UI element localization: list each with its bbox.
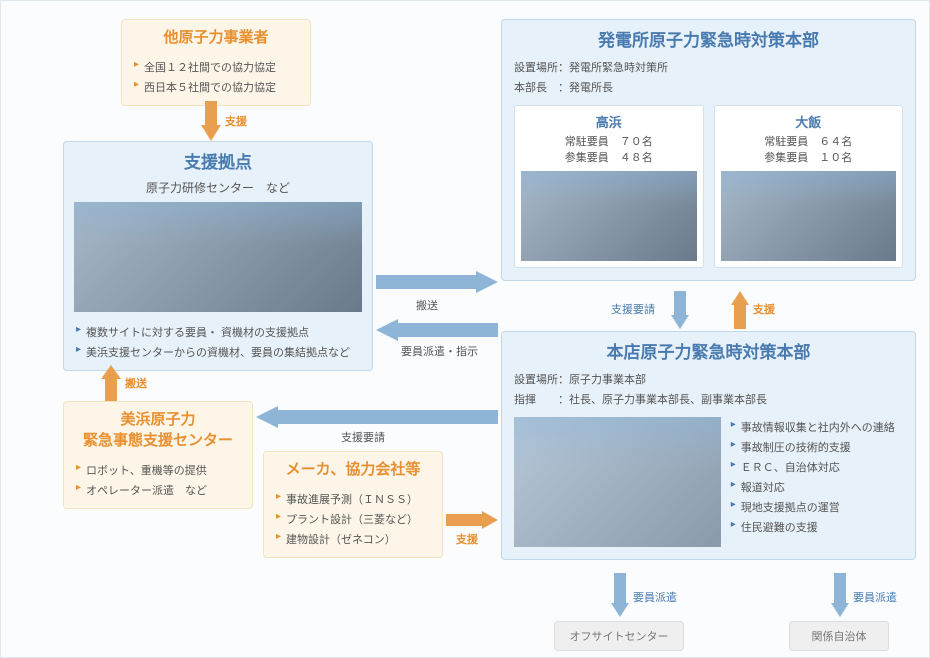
takahama-name: 高浜 (521, 112, 697, 131)
list-item: ＥＲＣ、自治体対応 (731, 457, 903, 477)
ohi-r2: 参集要員 １０名 (721, 149, 897, 165)
arrow-label-yosei2: 支援要請 (611, 301, 655, 317)
arrow-icon (446, 511, 498, 529)
arrow-label-haken1: 要員派遣 (633, 589, 677, 605)
other-operators-title: 他原子力事業者 (122, 20, 310, 53)
makers-list: 事故進展予測（ＩＮＳＳ） プラント設計（三菱など） 建物設計（ゼネコン） (264, 485, 442, 557)
arrow-label-shien: 支援 (225, 113, 247, 129)
other-operators-box: 他原子力事業者 全国１２社間での協力協定 西日本５社間での協力協定 (121, 19, 311, 106)
support-base-box: 支援拠点 原子力研修センター など 複数サイトに対する要員・ 資機材の支援拠点 … (63, 141, 373, 371)
arrow-label-hansou: 搬送 (125, 375, 147, 391)
arrow-label-shien2: 支援 (456, 531, 478, 547)
list-item: 事故制圧の技術的支援 (731, 437, 903, 457)
arrow-icon (671, 291, 689, 329)
mihama-title2: 緊急事態支援センター (64, 429, 252, 456)
support-base-list: 複数サイトに対する要員・ 資機材の支援拠点 美浜支援センターからの資機材、要員の… (64, 318, 372, 370)
list-item: 現地支援拠点の運営 (731, 497, 903, 517)
list-item: 西日本５社間での協力協定 (134, 77, 298, 97)
local-gov-box: 関係自治体 (789, 621, 889, 651)
support-base-title: 支援拠点 (64, 142, 372, 179)
arrow-label-hansou2: 搬送 (416, 297, 438, 313)
list-item: 建物設計（ゼネコン） (276, 529, 430, 549)
mihama-title1: 美浜原子力 (64, 402, 252, 429)
offsite-box: オフサイトセンター (554, 621, 684, 651)
main-hq-box: 本店原子力緊急時対策本部 設置場所：原子力事業本部 指揮 ：社長、原子力事業本部… (501, 331, 916, 560)
arrow-icon (731, 291, 749, 329)
takahama-image (521, 171, 697, 261)
arrow-label-haken-shiji: 要員派遣・指示 (401, 343, 478, 359)
main-hq-list: 事故情報収集と社内外への連絡 事故制圧の技術的支援 ＥＲＣ、自治体対応 報道対応… (731, 417, 903, 547)
plant-hq-loc: 設置場所：発電所緊急時対策所 (502, 57, 915, 77)
ohi-name: 大飯 (721, 112, 897, 131)
arrow-label-haken2: 要員派遣 (853, 589, 897, 605)
list-item: プラント設計（三菱など） (276, 509, 430, 529)
other-operators-list: 全国１２社間での協力協定 西日本５社間での協力協定 (122, 53, 310, 105)
arrow-icon (101, 365, 121, 401)
ohi-image (721, 171, 897, 261)
support-base-image (74, 202, 362, 312)
arrow-icon (201, 101, 221, 141)
main-hq-cmd: 指揮 ：社長、原子力事業本部長、副事業本部長 (502, 389, 915, 409)
arrow-icon (376, 319, 498, 341)
takahama-box: 高浜 常駐要員 ７０名 参集要員 ４８名 (514, 105, 704, 268)
takahama-r1: 常駐要員 ７０名 (521, 133, 697, 149)
takahama-r2: 参集要員 ４８名 (521, 149, 697, 165)
main-hq-image (514, 417, 721, 547)
list-item: 事故情報収集と社内外への連絡 (731, 417, 903, 437)
mihama-list: ロボット、重機等の提供 オペレーター派遣 など (64, 456, 252, 508)
plant-hq-head: 本部長 ：発電所長 (502, 77, 915, 97)
mihama-box: 美浜原子力 緊急事態支援センター ロボット、重機等の提供 オペレーター派遣 など (63, 401, 253, 509)
list-item: オペレーター派遣 など (76, 480, 240, 500)
main-hq-title: 本店原子力緊急時対策本部 (502, 332, 915, 369)
list-item: 複数サイトに対する要員・ 資機材の支援拠点 (76, 322, 360, 342)
plant-hq-box: 発電所原子力緊急時対策本部 設置場所：発電所緊急時対策所 本部長 ：発電所長 高… (501, 19, 916, 281)
makers-title: メーカ、協力会社等 (264, 452, 442, 485)
main-hq-loc: 設置場所：原子力事業本部 (502, 369, 915, 389)
plant-hq-title: 発電所原子力緊急時対策本部 (502, 20, 915, 57)
arrow-icon (376, 271, 498, 293)
list-item: 美浜支援センターからの資機材、要員の集結拠点など (76, 342, 360, 362)
list-item: 事故進展予測（ＩＮＳＳ） (276, 489, 430, 509)
ohi-r1: 常駐要員 ６４名 (721, 133, 897, 149)
ohi-box: 大飯 常駐要員 ６４名 参集要員 １０名 (714, 105, 904, 268)
list-item: ロボット、重機等の提供 (76, 460, 240, 480)
list-item: 住民避難の支援 (731, 517, 903, 537)
arrow-label-yosei: 支援要請 (341, 429, 385, 445)
list-item: 全国１２社間での協力協定 (134, 57, 298, 77)
makers-box: メーカ、協力会社等 事故進展予測（ＩＮＳＳ） プラント設計（三菱など） 建物設計… (263, 451, 443, 558)
arrow-label-shien3: 支援 (753, 301, 775, 317)
list-item: 報道対応 (731, 477, 903, 497)
arrow-icon (831, 573, 849, 617)
support-base-subtitle: 原子力研修センター など (64, 179, 372, 202)
arrow-icon (256, 406, 498, 428)
arrow-icon (611, 573, 629, 617)
